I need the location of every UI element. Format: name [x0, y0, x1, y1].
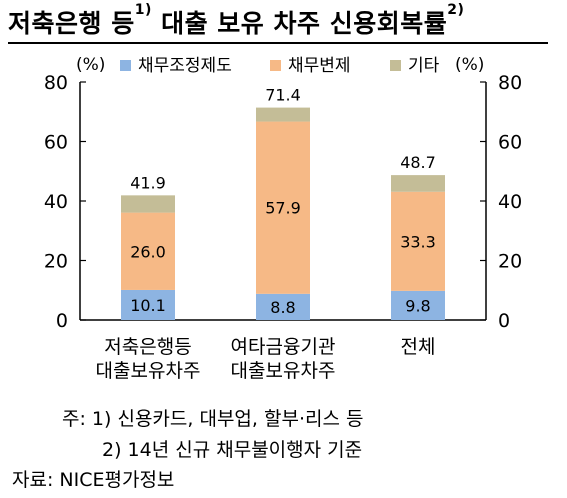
y-tick-label-right: 80	[498, 72, 522, 94]
bar-segment	[391, 290, 445, 320]
bar-segment	[121, 289, 175, 320]
y-tick-label-right: 40	[498, 191, 522, 213]
x-category-label: 전체	[401, 336, 436, 358]
bar-segment-label: 8.8	[270, 298, 295, 317]
chart-title: 저축은행 등1) 대출 보유 차주 신용회복률2)	[8, 2, 465, 40]
bar-segment-label: 57.9	[265, 199, 301, 218]
bar-segment	[121, 195, 175, 213]
bar-segment	[256, 293, 310, 320]
y-tick-label-left: 20	[44, 251, 68, 273]
y-tick-label-right: 20	[498, 251, 522, 273]
source-note: 자료: NICE평가정보	[12, 469, 175, 491]
y-unit-left: (%)	[76, 55, 105, 75]
y-tick-label-left: 40	[44, 191, 68, 213]
y-tick-label-right: 60	[498, 132, 522, 154]
bar-segment	[391, 191, 445, 291]
title-underline	[8, 42, 548, 44]
x-category-label: 대출보유차주	[96, 360, 201, 382]
footnote-2: 2) 14년 신규 채무불이행자 기준	[102, 439, 363, 461]
chart-title-text: 저축은행 등	[8, 9, 135, 38]
bar-segment-label: 33.3	[400, 232, 436, 251]
y-unit-right: (%)	[455, 55, 484, 75]
legend-swatch	[270, 60, 281, 71]
bar-total-label: 41.9	[130, 173, 166, 192]
y-tick-label-right: 0	[498, 310, 510, 332]
bar-segment	[256, 121, 310, 294]
y-tick-label-left: 80	[44, 72, 68, 94]
chart-title-text-2: 대출 보유 차주 신용회복률	[161, 9, 448, 38]
legend-swatch	[120, 60, 131, 71]
legend-label: 기타	[408, 56, 440, 76]
chart-title-footnote-2: 2)	[447, 2, 465, 18]
x-category-label: 대출보유차주	[231, 360, 336, 382]
bar-segment-label: 9.8	[405, 296, 430, 315]
chart-title-footnote-1: 1)	[134, 2, 152, 18]
x-category-label: 여타금융기관	[231, 336, 336, 358]
legend-label: 채무변제	[288, 56, 351, 76]
y-tick-label-left: 0	[56, 310, 68, 332]
legend-label: 채무조정제도	[138, 56, 232, 76]
bar-segment	[121, 212, 175, 290]
y-tick-label-left: 60	[44, 132, 68, 154]
bar-segment	[256, 107, 310, 122]
bar-total-label: 71.4	[265, 86, 301, 105]
bar-total-label: 48.7	[400, 153, 436, 172]
x-category-label: 저축은행등	[104, 336, 191, 358]
bar-segment	[391, 175, 445, 192]
bar-segment-label: 10.1	[130, 296, 166, 315]
footnote-1: 주: 1) 신용카드, 대부업, 할부·리스 등	[62, 408, 364, 430]
legend-swatch	[390, 60, 401, 71]
bar-segment-label: 26.0	[130, 242, 166, 261]
